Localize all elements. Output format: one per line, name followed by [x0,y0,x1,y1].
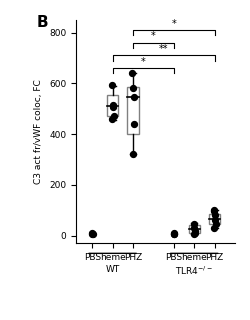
Point [212,209,216,214]
Point [213,218,217,223]
Point [193,228,197,233]
Point [110,82,114,87]
Point [192,222,196,227]
Point [131,152,135,157]
Point [130,71,134,76]
Point [112,114,116,119]
Point [192,225,196,230]
Point [172,230,176,235]
Point [193,230,197,236]
Point [172,232,176,237]
Text: WT: WT [106,265,120,274]
Point [172,231,176,236]
Text: **: ** [159,44,168,54]
Point [192,232,196,237]
Point [214,222,218,227]
Point [213,213,217,218]
Point [212,225,216,230]
Point [110,116,114,121]
Y-axis label: C3 act fr/vWF coloc, FC: C3 act fr/vWF coloc, FC [34,79,43,184]
FancyBboxPatch shape [209,214,220,224]
Point [111,102,115,108]
Point [212,208,216,213]
FancyBboxPatch shape [107,95,118,116]
FancyBboxPatch shape [128,87,139,134]
Text: *: * [151,31,156,42]
Point [111,105,115,110]
Point [131,86,135,91]
FancyBboxPatch shape [188,225,200,233]
Text: *: * [141,57,146,67]
Point [91,231,95,236]
Text: TLR4$^{-/-}$: TLR4$^{-/-}$ [175,265,213,277]
Point [132,121,136,126]
Point [90,232,94,237]
Point [90,230,94,236]
Text: *: * [172,19,176,29]
Text: B: B [36,15,48,30]
Point [132,95,136,100]
